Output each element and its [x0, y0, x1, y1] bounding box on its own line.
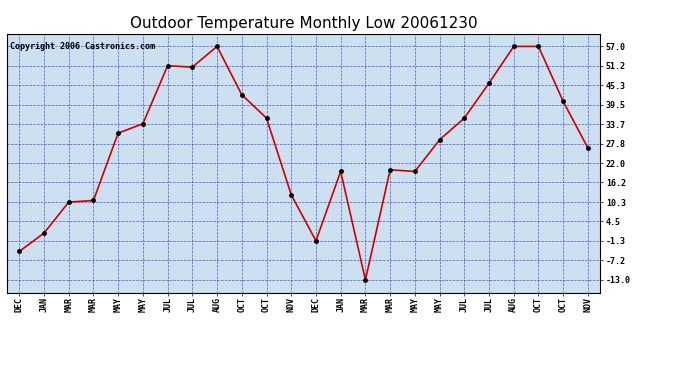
Text: Copyright 2006 Castronics.com: Copyright 2006 Castronics.com: [10, 42, 155, 51]
Title: Outdoor Temperature Monthly Low 20061230: Outdoor Temperature Monthly Low 20061230: [130, 16, 477, 31]
